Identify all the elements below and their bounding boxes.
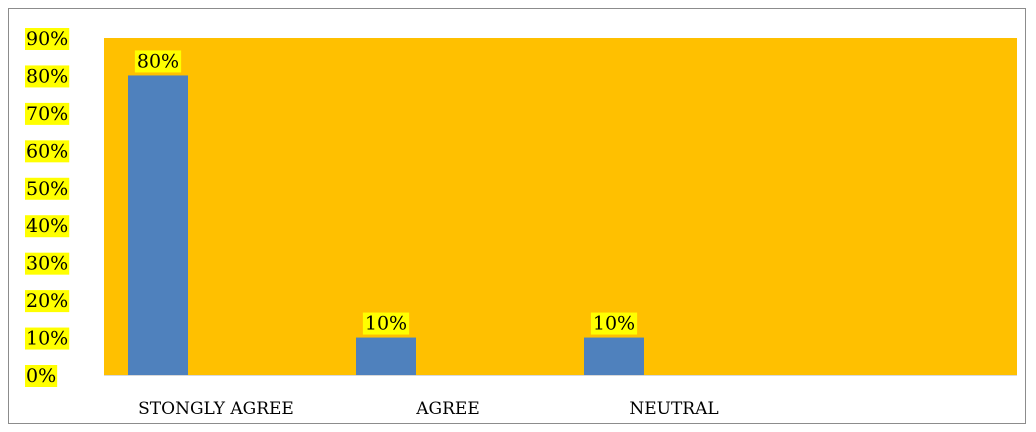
data-label-text: 10% bbox=[593, 313, 635, 335]
y-tick-6: 60% bbox=[25, 140, 70, 163]
bar-neutral bbox=[584, 337, 644, 375]
bar-agree bbox=[356, 337, 416, 375]
y-tick-1: 10% bbox=[25, 327, 70, 350]
category-label: AGREE bbox=[415, 399, 479, 419]
bars bbox=[128, 75, 644, 375]
y-tick-label: 90% bbox=[26, 28, 68, 50]
y-tick-label: 80% bbox=[26, 65, 68, 87]
x-axis-categories: STONGLY AGREE AGREE NEUTRAL bbox=[138, 399, 719, 419]
y-tick-5: 50% bbox=[25, 177, 70, 200]
y-tick-label: 50% bbox=[26, 178, 68, 200]
y-tick-highlight bbox=[25, 252, 70, 275]
data-label-0: 80% bbox=[134, 50, 182, 73]
y-tick-highlight bbox=[25, 290, 70, 313]
y-tick-3: 30% bbox=[25, 252, 70, 275]
y-tick-highlight bbox=[25, 177, 70, 200]
y-tick-label: 30% bbox=[26, 253, 68, 275]
category-label: STONGLY AGREE bbox=[138, 399, 294, 419]
data-label-highlight bbox=[590, 312, 638, 335]
y-tick-highlight bbox=[25, 28, 70, 50]
data-label-2: 10% bbox=[590, 312, 638, 335]
y-tick-7: 70% bbox=[25, 102, 70, 125]
data-labels: 80% 10% 10% bbox=[134, 50, 638, 335]
data-label-highlight bbox=[362, 312, 410, 335]
y-tick-4: 40% bbox=[25, 215, 70, 238]
category-label: NEUTRAL bbox=[629, 399, 718, 419]
y-tick-highlight bbox=[25, 140, 70, 163]
data-label-text: 80% bbox=[137, 50, 179, 72]
y-tick-label: 40% bbox=[26, 215, 68, 237]
y-tick-highlight bbox=[25, 102, 70, 125]
y-tick-label: 10% bbox=[26, 328, 68, 350]
bar-stongly-agree bbox=[128, 75, 188, 375]
y-tick-highlight bbox=[25, 65, 70, 88]
y-tick-2: 20% bbox=[25, 290, 70, 313]
y-tick-0: 0% bbox=[25, 365, 58, 387]
y-tick-label: 20% bbox=[26, 290, 68, 312]
y-tick-label: 0% bbox=[26, 365, 56, 387]
data-label-1: 10% bbox=[362, 312, 410, 335]
y-tick-9: 90% bbox=[25, 28, 70, 50]
plot-area bbox=[104, 38, 1017, 375]
y-tick-highlight bbox=[25, 215, 70, 238]
data-label-text: 10% bbox=[365, 313, 407, 335]
y-tick-highlight bbox=[25, 365, 58, 387]
y-tick-highlight bbox=[25, 327, 70, 350]
y-tick-label: 70% bbox=[26, 103, 68, 125]
y-tick-8: 80% bbox=[25, 65, 70, 88]
y-tick-label: 60% bbox=[26, 140, 68, 162]
y-axis-ticks: 0% 10% 20% 30% 40% 50% 60% 70% 80% 90% bbox=[25, 28, 70, 387]
data-label-highlight bbox=[134, 50, 182, 73]
